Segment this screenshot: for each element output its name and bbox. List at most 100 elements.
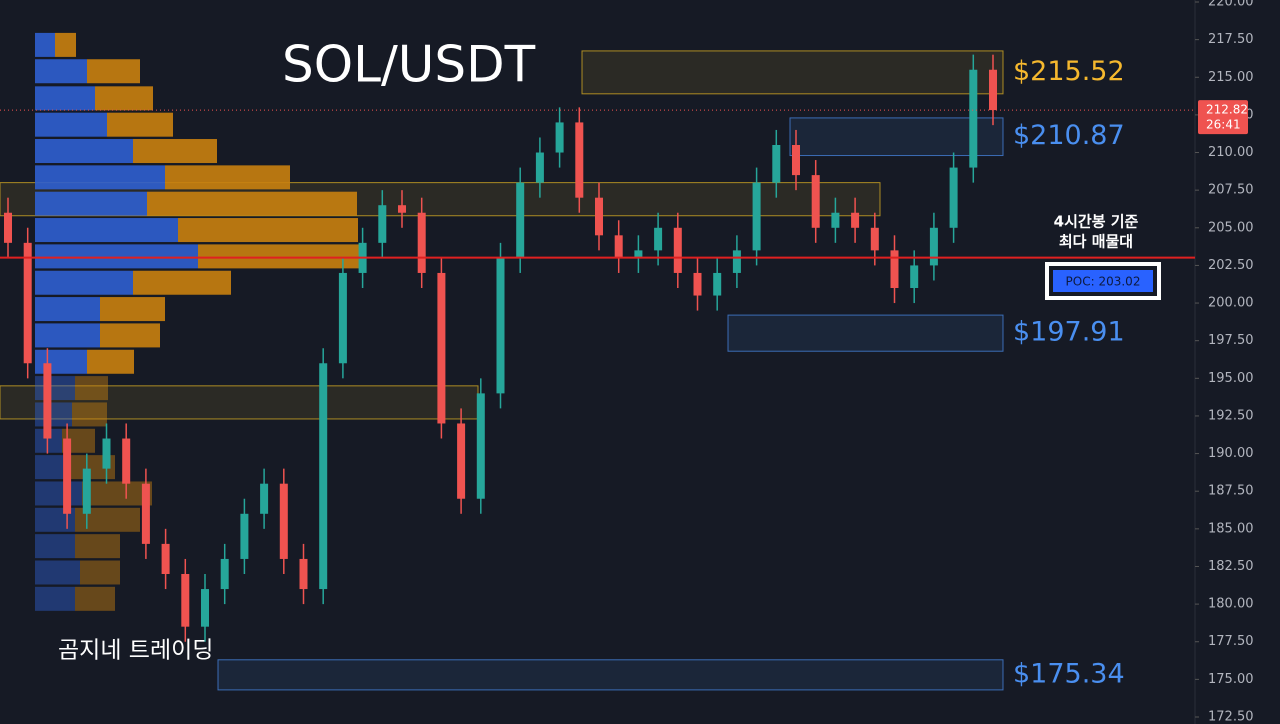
y-tick-label: 215.00: [1208, 70, 1254, 85]
y-tick-label: 172.50: [1208, 710, 1254, 724]
candle-body: [476, 393, 485, 499]
profile-buy: [35, 560, 80, 585]
profile-sell: [75, 376, 108, 401]
last-price-tag: [1198, 100, 1248, 135]
y-tick-label: 192.50: [1208, 408, 1254, 423]
profile-sell: [75, 586, 115, 611]
profile-buy: [35, 402, 72, 427]
candle-body: [851, 212, 860, 228]
candle-body: [260, 483, 269, 514]
candle-body: [516, 182, 525, 258]
y-tick-label: 177.50: [1208, 634, 1254, 649]
y-tick-label: 175.00: [1208, 672, 1254, 687]
profile-sell: [95, 86, 153, 111]
zone-label: $197.91: [1013, 317, 1125, 348]
candle-body: [595, 197, 603, 236]
candle-body: [989, 69, 997, 111]
zone-label: $175.34: [1013, 658, 1125, 689]
candle-body: [102, 438, 111, 469]
profile-buy: [35, 349, 87, 374]
profile-buy: [35, 455, 65, 480]
zone: [727, 314, 1004, 352]
poc-note: 4시간봉 기준: [1054, 213, 1139, 231]
profile-buy: [35, 297, 100, 322]
candle-body: [654, 227, 663, 251]
profile-sell: [87, 59, 140, 84]
profile-sell: [55, 32, 76, 57]
candle-body: [870, 227, 879, 251]
profile-buy: [35, 244, 198, 269]
y-tick-label: 220.00: [1208, 0, 1254, 10]
candle-body: [634, 250, 643, 258]
candle-body: [417, 212, 426, 273]
profile-sell: [107, 112, 173, 137]
candle-body: [496, 257, 505, 394]
poc-label-bg: [1053, 270, 1153, 292]
poc-note: 최다 매물대: [1059, 233, 1133, 251]
candle-body: [23, 242, 32, 364]
y-tick-label: 210.00: [1208, 145, 1254, 160]
profile-sell: [75, 534, 120, 559]
candle-body: [82, 468, 91, 514]
y-tick-label: 180.00: [1208, 597, 1254, 612]
y-tick-label: 195.00: [1208, 371, 1254, 386]
y-tick-label: 202.50: [1208, 258, 1254, 273]
profile-sell: [80, 560, 120, 585]
candle-body: [240, 513, 249, 559]
candle-body: [4, 212, 12, 243]
candle-body: [614, 235, 623, 258]
profile-buy: [35, 323, 100, 348]
candle-body: [338, 272, 347, 364]
candle-body: [201, 589, 209, 627]
profile-sell: [133, 139, 217, 164]
chart-title: SOL/USDT: [282, 36, 536, 94]
profile-buy: [35, 139, 133, 164]
poc-box: [1045, 262, 1161, 300]
profile-buy: [35, 218, 178, 243]
candle-body: [535, 152, 544, 183]
candle-body: [575, 122, 584, 198]
profile-sell: [100, 297, 165, 322]
candle-body: [378, 205, 387, 243]
candle-body: [713, 272, 722, 296]
candle-body: [63, 438, 72, 514]
profile-sell: [100, 323, 160, 348]
candle-body: [181, 574, 190, 627]
profile-buy: [35, 32, 55, 57]
y-tick-label: 185.00: [1208, 521, 1254, 536]
candle-body: [969, 69, 978, 168]
y-tick-label: 187.50: [1208, 484, 1254, 499]
candle-body: [122, 438, 131, 484]
countdown: 26:41: [1206, 118, 1241, 132]
profile-sell: [178, 218, 358, 243]
candle-body: [220, 558, 229, 590]
candle-body: [811, 175, 820, 228]
profile-sell: [165, 165, 290, 190]
y-tick-label: 190.00: [1208, 446, 1254, 461]
y-tick-label: 182.50: [1208, 559, 1254, 574]
candle-body: [673, 227, 682, 273]
zone-label: $215.52: [1013, 56, 1125, 87]
candle-body: [457, 423, 466, 499]
candle-body: [929, 227, 938, 266]
profile-sell: [87, 349, 134, 374]
candle-body: [831, 212, 840, 228]
candle-body: [732, 250, 741, 273]
watermark: 곰지네 트레이딩: [58, 638, 213, 664]
candle-body: [437, 272, 446, 424]
zone: [789, 117, 1004, 157]
candle-body: [890, 250, 899, 288]
profile-buy: [35, 191, 147, 216]
candle-body: [752, 182, 761, 251]
y-tick-label: 197.50: [1208, 333, 1254, 348]
y-tick-label: 200.00: [1208, 296, 1254, 311]
profile-sell: [133, 270, 231, 295]
zone: [217, 659, 1004, 691]
profile-sell: [147, 191, 357, 216]
profile-buy: [35, 86, 95, 111]
profile-buy: [35, 586, 75, 611]
zone: [0, 385, 479, 420]
last-price-label: 212.82: [1206, 103, 1248, 117]
candle-body: [792, 145, 800, 176]
